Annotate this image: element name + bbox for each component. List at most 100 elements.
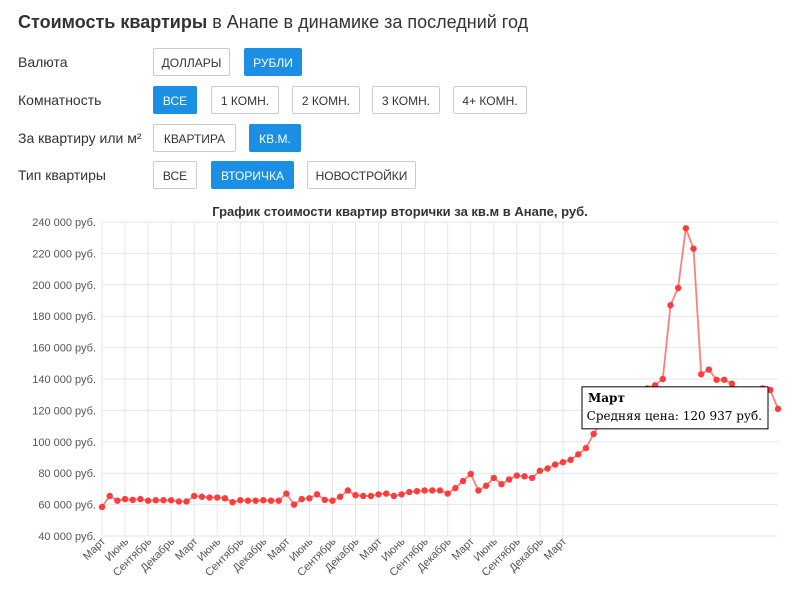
- data-point[interactable]: [705, 366, 713, 373]
- data-point[interactable]: [567, 456, 574, 464]
- data-point[interactable]: [313, 491, 321, 498]
- page-title-bold: Стоимость квартиры: [18, 12, 208, 32]
- data-point[interactable]: [774, 405, 782, 413]
- data-point[interactable]: [329, 497, 336, 504]
- data-point[interactable]: [459, 477, 467, 485]
- data-point[interactable]: [106, 492, 113, 500]
- data-point[interactable]: [690, 245, 697, 252]
- data-point[interactable]: [521, 473, 528, 480]
- data-point[interactable]: [160, 497, 167, 504]
- data-point[interactable]: [237, 497, 244, 504]
- data-point[interactable]: [674, 284, 682, 292]
- data-point[interactable]: [544, 465, 551, 472]
- rooms-1-button[interactable]: 1 КОМН.: [211, 86, 279, 114]
- data-point[interactable]: [375, 491, 382, 498]
- data-point[interactable]: [413, 488, 421, 495]
- unit-sqm-button[interactable]: КВ.М.: [249, 124, 301, 152]
- data-point[interactable]: [129, 496, 136, 504]
- x-tick-label: Март: [173, 536, 200, 563]
- data-point[interactable]: [167, 497, 175, 504]
- data-point[interactable]: [321, 496, 328, 504]
- data-point[interactable]: [244, 497, 252, 504]
- data-point[interactable]: [559, 459, 567, 466]
- filter-label-rooms: Комнатность: [18, 92, 102, 108]
- data-point[interactable]: [221, 495, 229, 502]
- data-point[interactable]: [114, 497, 121, 504]
- data-point[interactable]: [721, 376, 728, 383]
- type-secondary-button[interactable]: ВТОРИЧКА: [211, 161, 294, 189]
- rooms-2-button[interactable]: 2 КОМН.: [292, 86, 360, 114]
- data-point[interactable]: [536, 467, 544, 475]
- data-point[interactable]: [137, 495, 144, 503]
- data-point[interactable]: [575, 451, 582, 458]
- data-point[interactable]: [367, 492, 375, 500]
- y-tick-label: 180 000 руб.: [32, 311, 96, 323]
- data-point[interactable]: [498, 480, 505, 488]
- data-point[interactable]: [344, 487, 352, 494]
- data-point[interactable]: [475, 487, 482, 494]
- data-point[interactable]: [767, 386, 774, 394]
- data-point[interactable]: [121, 495, 129, 503]
- type-all-button[interactable]: ВСЕ: [153, 161, 197, 189]
- data-point[interactable]: [190, 492, 198, 500]
- data-point[interactable]: [144, 497, 152, 504]
- data-point[interactable]: [728, 380, 736, 387]
- data-point[interactable]: [290, 501, 298, 508]
- data-point[interactable]: [390, 492, 398, 500]
- tooltip-title: Март: [588, 391, 625, 405]
- data-point[interactable]: [552, 461, 559, 468]
- data-point[interactable]: [713, 376, 720, 383]
- data-point[interactable]: [421, 487, 428, 494]
- unit-apartment-button[interactable]: КВАРТИРА: [153, 124, 236, 152]
- data-point[interactable]: [482, 482, 490, 489]
- data-point[interactable]: [582, 444, 590, 452]
- filter-label-unit: За квартиру или м²: [18, 130, 142, 146]
- data-point[interactable]: [214, 494, 221, 501]
- price-chart[interactable]: График стоимости квартир вторички за кв.…: [0, 196, 800, 606]
- data-point[interactable]: [267, 497, 275, 504]
- data-point[interactable]: [452, 484, 459, 492]
- y-tick-label: 200 000 руб.: [32, 280, 96, 292]
- data-point[interactable]: [398, 491, 405, 498]
- currency-dollars-button[interactable]: ДОЛЛАРЫ: [153, 48, 230, 76]
- rooms-3-button[interactable]: 3 КОМН.: [372, 86, 440, 114]
- data-point[interactable]: [152, 497, 159, 504]
- currency-rubles-button[interactable]: РУБЛИ: [244, 48, 302, 76]
- data-point[interactable]: [198, 493, 206, 500]
- x-axis: МартИюньСентябрьДекабрьМартИюньСентябрьД…: [81, 535, 569, 579]
- data-point[interactable]: [444, 490, 451, 497]
- data-point[interactable]: [429, 487, 436, 494]
- data-point[interactable]: [590, 430, 597, 438]
- data-point[interactable]: [298, 495, 305, 503]
- y-axis: 40 000 руб. 60 000 руб. 80 000 руб. 100 000…: [32, 217, 96, 543]
- data-point[interactable]: [667, 302, 674, 309]
- data-point[interactable]: [206, 494, 213, 501]
- data-point[interactable]: [682, 225, 690, 232]
- data-point[interactable]: [406, 488, 413, 496]
- data-point[interactable]: [283, 490, 290, 497]
- data-point[interactable]: [436, 487, 444, 494]
- type-newbuild-button[interactable]: НОВОСТРОЙКИ: [307, 161, 416, 189]
- rooms-all-button[interactable]: ВСЕ: [153, 86, 197, 114]
- data-point[interactable]: [383, 490, 390, 497]
- data-point[interactable]: [229, 499, 236, 506]
- data-point[interactable]: [175, 498, 183, 505]
- data-point[interactable]: [352, 491, 359, 499]
- data-point[interactable]: [490, 474, 497, 482]
- data-point[interactable]: [467, 470, 474, 478]
- data-point[interactable]: [183, 498, 190, 505]
- data-point[interactable]: [505, 476, 513, 483]
- data-point[interactable]: [528, 474, 536, 482]
- page-title-rest: в Анапе в динамике за последний год: [207, 12, 529, 32]
- data-point[interactable]: [252, 497, 259, 504]
- data-point[interactable]: [260, 497, 267, 504]
- data-point[interactable]: [275, 497, 282, 504]
- data-point[interactable]: [659, 375, 666, 383]
- data-point[interactable]: [697, 371, 705, 378]
- data-point[interactable]: [359, 492, 367, 500]
- data-point[interactable]: [336, 493, 344, 500]
- rooms-4plus-button[interactable]: 4+ КОМН.: [453, 86, 527, 114]
- data-point[interactable]: [513, 472, 521, 479]
- data-point[interactable]: [306, 495, 313, 502]
- data-point[interactable]: [98, 503, 106, 511]
